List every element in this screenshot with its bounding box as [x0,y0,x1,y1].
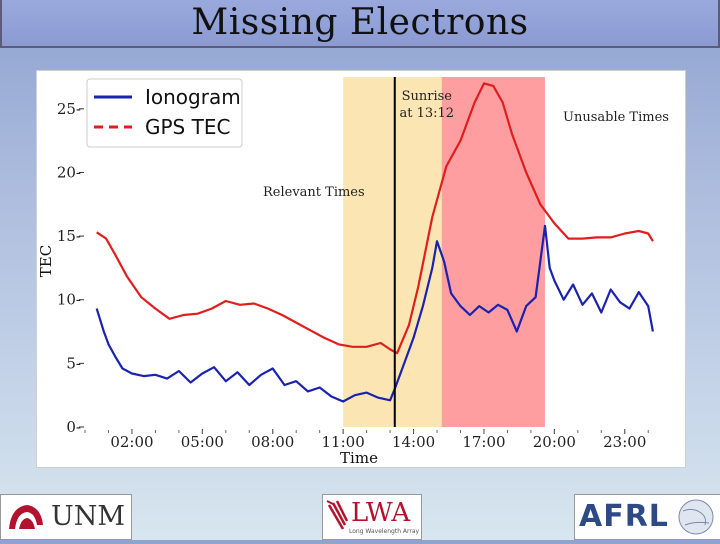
globe-icon [678,499,714,535]
x-tick-label: 14:00 [392,433,435,451]
x-tick-label: 20:00 [533,433,576,451]
afrl-logo-text: AFRL [579,499,669,534]
unusable-band [441,77,545,427]
relevant-times-annotation: Relevant Times [263,185,365,200]
y-axis: 0- 5- 10- 15- 20- 25- [57,100,84,436]
ionogram-line [95,224,654,403]
unm-logo: UNM [0,494,132,540]
lwa-logo-text: LWA [351,498,411,528]
x-tick-label: 05:00 [181,433,224,451]
legend-gps-label: GPS TEC [145,115,230,139]
y-axis-label: TEC [37,245,55,277]
sunrise-annotation-line: Sunrise [402,89,453,104]
title-bar: Missing Electrons [0,0,720,48]
x-tick-label: 08:00 [251,433,294,451]
y-tick-label: 10- [57,291,81,309]
lwa-logo: LWA Long Wavelength Array [322,494,422,540]
series-lines [95,82,654,403]
legend: Ionogram GPS TEC [86,78,243,148]
x-tick-label: 23:00 [603,433,646,451]
legend-ionogram-label: Ionogram [145,85,241,109]
lwa-logo-subtext: Long Wavelength Array [349,528,420,535]
x-axis-label: Time [340,449,378,467]
x-tick-label: 11:00 [322,433,365,451]
afrl-logo: AFRL [574,494,720,540]
time-bands [343,77,545,427]
x-tick-label: 02:00 [110,433,153,451]
gps-tec-line [96,82,654,355]
unm-logo-text: UNM [51,501,126,532]
title-bar-left-edge [0,0,2,46]
x-axis: 02:00 05:00 08:00 11:00 14:00 17:00 20:00 23:00 [84,429,649,451]
relevant-band [343,77,442,427]
y-tick-label: 25- [57,100,81,118]
sunrise-annotation: Sunrise at 13:12 [399,89,454,121]
unm-emblem-icon [9,505,43,529]
y-tick-label: 15- [57,227,81,245]
y-tick-label: 20- [57,163,81,181]
title-bar-right-edge [718,0,720,46]
y-tick-label: 5- [66,354,81,372]
unusable-times-annotation: Unusable Times [563,110,669,125]
chart-panel: 0- 5- 10- 15- 20- 25- 02:00 05:00 08:00 11:00 14:… [36,70,686,468]
tec-chart: 0- 5- 10- 15- 20- 25- 02:00 05:00 08:00 11:00 14:… [37,77,669,467]
lwa-antenna-icon [326,500,349,530]
y-tick-label: 0- [66,418,81,436]
sunrise-annotation-line: at 13:12 [399,106,454,121]
x-tick-label: 17:00 [462,433,505,451]
slide-title: Missing Electrons [191,2,529,43]
